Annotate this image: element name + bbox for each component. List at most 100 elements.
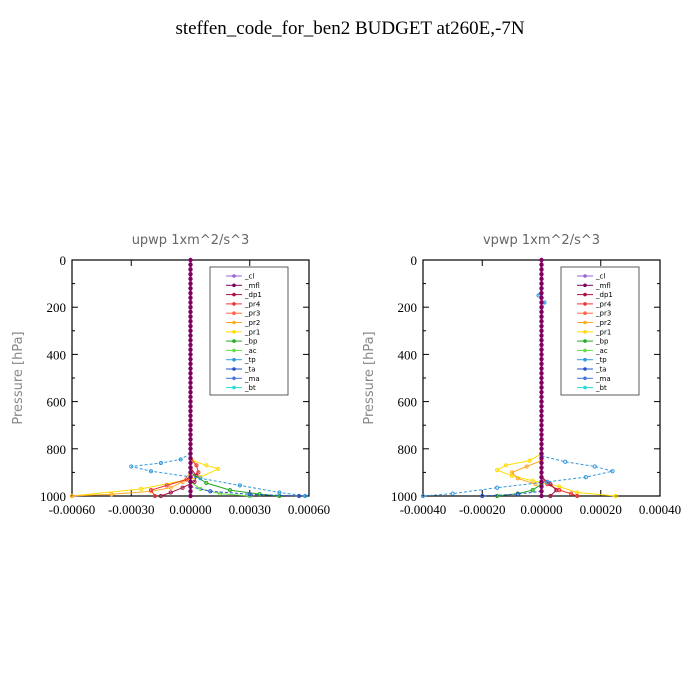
data-point <box>539 380 544 385</box>
data-point <box>420 493 426 499</box>
legend-label: _ac <box>595 347 608 355</box>
legend-box <box>560 266 640 396</box>
y-axis-label: Pressure [hPa] <box>362 331 377 424</box>
data-point <box>227 488 233 493</box>
data-point <box>539 328 544 333</box>
data-point <box>188 338 193 343</box>
data-point <box>533 482 538 487</box>
data-point <box>188 281 193 286</box>
series-line <box>422 455 613 497</box>
data-point <box>527 458 532 463</box>
legend-marker <box>583 311 587 316</box>
y-tick-label: 200 <box>398 300 418 315</box>
data-point <box>583 475 589 480</box>
x-tick-label: 0.00060 <box>288 502 330 517</box>
data-point <box>539 300 544 305</box>
legend-label: _cl <box>244 273 254 281</box>
data-point <box>539 281 544 286</box>
data-point <box>539 323 544 329</box>
data-point <box>569 491 574 496</box>
legend-label: _mfl <box>595 282 611 290</box>
series-pr4 <box>148 456 201 499</box>
data-point <box>188 371 193 376</box>
data-point <box>592 464 597 469</box>
series-line <box>150 457 199 497</box>
legend-marker <box>232 274 236 278</box>
data-point <box>188 276 193 282</box>
x-tick-label: -0.00030 <box>108 502 155 517</box>
data-point <box>530 488 535 493</box>
data-point <box>158 493 163 499</box>
data-point <box>539 479 544 485</box>
series-ac <box>188 479 252 499</box>
legend-label: _ta <box>244 366 256 374</box>
data-point <box>539 352 544 357</box>
data-point <box>188 290 193 296</box>
data-point <box>539 309 544 315</box>
data-point <box>539 389 544 395</box>
series-mfl <box>539 257 544 499</box>
data-point <box>180 485 185 490</box>
data-point <box>539 375 544 381</box>
legend-label: _pr2 <box>244 319 260 327</box>
y-tick-label: 200 <box>47 300 67 315</box>
y-tick-label: 0 <box>411 253 418 268</box>
legend-marker <box>583 292 587 297</box>
legend-marker <box>232 339 236 343</box>
data-point <box>188 328 193 333</box>
data-point <box>188 404 193 409</box>
data-point <box>188 474 193 480</box>
data-point <box>539 404 544 409</box>
legend-marker <box>232 302 236 306</box>
data-point <box>204 463 209 468</box>
legend-marker <box>232 348 236 353</box>
data-point <box>152 493 158 499</box>
data-point <box>539 399 544 404</box>
x-tick-label: 0.00030 <box>229 502 271 517</box>
legend-marker <box>583 357 587 362</box>
legend-marker <box>232 376 236 381</box>
data-point <box>524 464 529 469</box>
y-tick-label: 800 <box>398 442 418 457</box>
data-point <box>613 493 618 499</box>
legend-label: _bp <box>244 338 258 346</box>
data-point <box>164 483 169 488</box>
data-point <box>188 451 193 456</box>
data-point <box>168 490 173 495</box>
legend-marker <box>232 311 236 316</box>
y-tick-label: 1000 <box>40 489 66 504</box>
data-point <box>539 305 544 310</box>
legend-label: _tp <box>595 356 607 364</box>
series-line <box>497 483 542 497</box>
data-point <box>548 493 553 499</box>
y-axis-label: Pressure [hPa] <box>11 331 26 424</box>
data-point <box>539 286 544 291</box>
data-point <box>539 432 544 437</box>
data-point <box>539 470 544 475</box>
data-point <box>188 352 193 357</box>
data-point <box>539 361 544 367</box>
legend-marker <box>583 367 587 371</box>
data-point <box>188 432 193 437</box>
data-point <box>494 485 500 490</box>
y-tick-label: 0 <box>60 253 67 268</box>
y-tick-label: 400 <box>47 347 67 362</box>
legend-label: _bt <box>595 384 607 392</box>
legend-label: _tp <box>244 356 256 364</box>
legend-box <box>209 266 289 396</box>
data-point <box>188 479 193 485</box>
data-point <box>188 361 193 367</box>
y-tick-label: 600 <box>398 395 418 410</box>
data-point <box>515 492 520 497</box>
legend-label: _bp <box>595 338 609 346</box>
data-point <box>188 394 193 400</box>
data-point <box>194 463 199 468</box>
y-tick-label: 400 <box>398 347 418 362</box>
series-line <box>482 490 542 497</box>
data-point <box>539 493 544 499</box>
data-point <box>237 483 242 488</box>
legend-label: _ma <box>244 375 260 383</box>
data-point <box>188 465 193 470</box>
data-point <box>188 342 193 348</box>
